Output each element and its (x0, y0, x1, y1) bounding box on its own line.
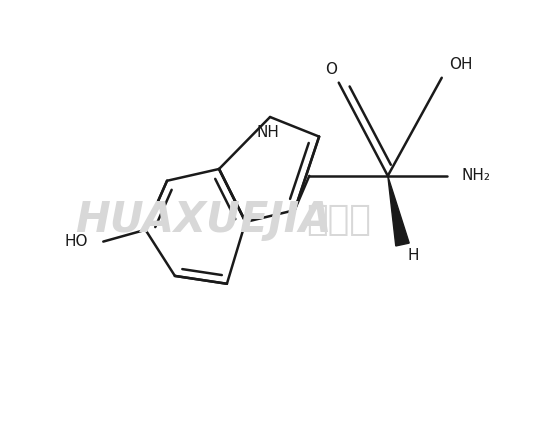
Text: NH₂: NH₂ (461, 169, 490, 183)
Text: 化学加: 化学加 (306, 203, 370, 237)
Polygon shape (388, 176, 409, 246)
Text: HO: HO (64, 234, 88, 249)
Text: H: H (408, 249, 419, 264)
Text: HUAXUEJIA: HUAXUEJIA (75, 199, 331, 241)
Text: NH: NH (257, 125, 280, 140)
Text: OH: OH (450, 57, 473, 72)
Text: O: O (325, 62, 337, 77)
